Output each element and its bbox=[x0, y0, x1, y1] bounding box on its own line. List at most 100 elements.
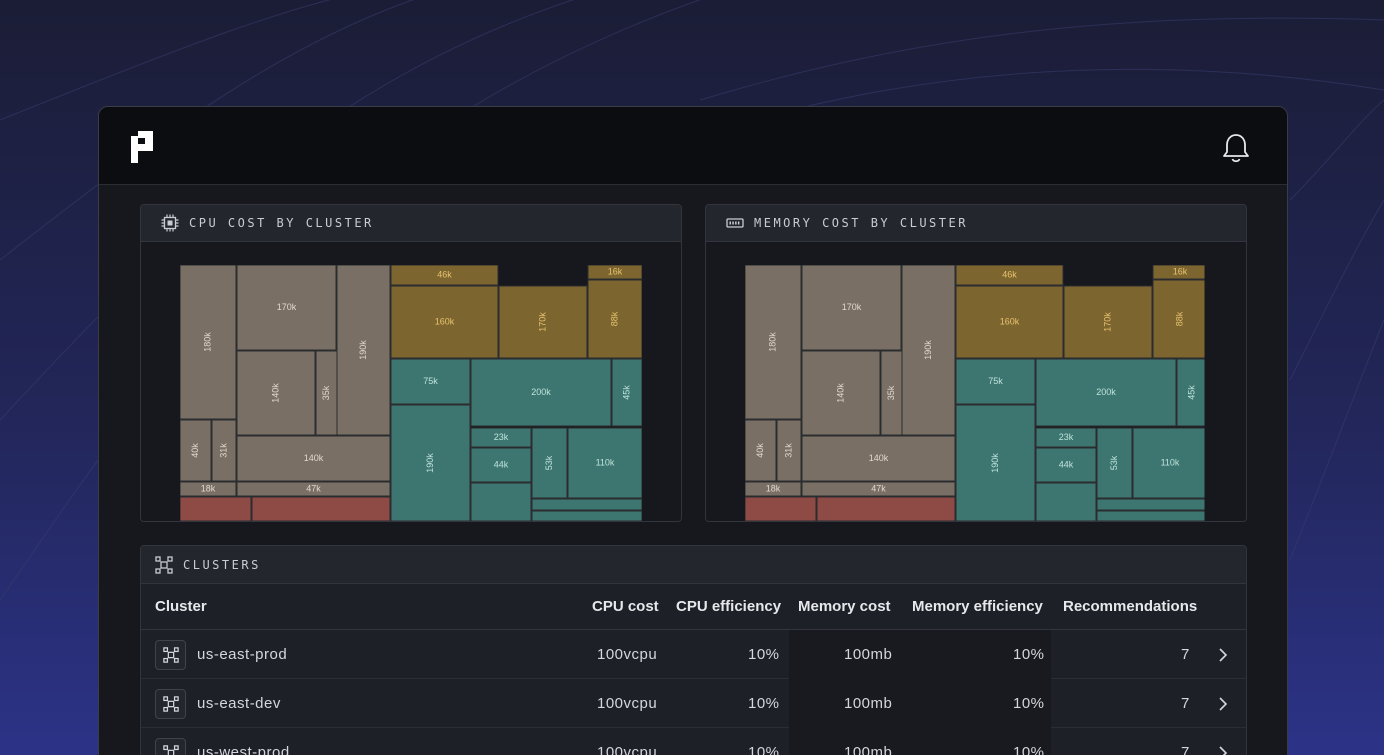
treemap-block[interactable] bbox=[880, 350, 903, 436]
treemap-block[interactable] bbox=[1096, 498, 1207, 511]
treemap-label: 190k bbox=[425, 453, 435, 473]
cluster-name[interactable]: us-west-prod bbox=[197, 744, 290, 755]
treemap-block[interactable] bbox=[955, 265, 1064, 286]
treemap-block[interactable] bbox=[498, 285, 588, 359]
treemap-block[interactable] bbox=[236, 265, 337, 351]
treemap-block[interactable] bbox=[531, 427, 568, 499]
table-row[interactable]: us-west-prod 100vcpu 10% 100mb 10% 7 bbox=[141, 728, 1246, 755]
treemap-block[interactable] bbox=[955, 285, 1064, 359]
column-header-memory-efficiency[interactable]: Memory efficiency bbox=[912, 598, 1043, 615]
treemap-block[interactable] bbox=[1176, 358, 1207, 427]
chevron-right-icon[interactable] bbox=[1217, 745, 1229, 755]
treemap-block[interactable] bbox=[236, 435, 391, 482]
cpu-efficiency-value: 10% bbox=[748, 646, 780, 663]
treemap-block[interactable] bbox=[1035, 358, 1177, 427]
treemap-block[interactable] bbox=[251, 496, 391, 521]
treemap-block[interactable] bbox=[390, 404, 471, 521]
cluster-row-icon bbox=[155, 689, 186, 719]
treemap-block[interactable] bbox=[1152, 265, 1207, 280]
column-header-recommendations[interactable]: Recommendations bbox=[1063, 598, 1198, 615]
treemap-label: 180k bbox=[202, 332, 212, 352]
table-row[interactable]: us-east-dev 100vcpu 10% 100mb 10% 7 bbox=[141, 679, 1246, 728]
treemap-block[interactable] bbox=[180, 419, 212, 482]
treemap-block[interactable] bbox=[180, 496, 252, 521]
treemap-block[interactable] bbox=[211, 419, 237, 482]
recommendations-value: 7 bbox=[1181, 646, 1190, 663]
treemap-block[interactable] bbox=[955, 358, 1036, 405]
treemap-block[interactable] bbox=[1035, 482, 1097, 521]
treemap-label: 53k bbox=[544, 455, 554, 470]
treemap-block[interactable] bbox=[801, 435, 956, 482]
treemap-block[interactable] bbox=[1096, 427, 1133, 499]
treemap-block[interactable] bbox=[1063, 285, 1153, 359]
treemap-block[interactable] bbox=[390, 265, 499, 286]
treemap-block[interactable] bbox=[955, 404, 1036, 521]
treemap-block[interactable] bbox=[1132, 427, 1207, 499]
column-header-cpu-cost[interactable]: CPU cost bbox=[592, 598, 659, 615]
treemap-block[interactable] bbox=[470, 482, 532, 521]
treemap-block[interactable] bbox=[901, 265, 956, 436]
treemap-label: 53k bbox=[1109, 455, 1119, 470]
treemap-block[interactable] bbox=[1035, 447, 1097, 483]
treemap-block[interactable] bbox=[611, 358, 642, 427]
treemap-label: 18k bbox=[766, 483, 781, 493]
treemap-block[interactable] bbox=[745, 419, 777, 482]
treemap-label: 35k bbox=[886, 385, 896, 400]
treemap-block[interactable] bbox=[315, 350, 338, 436]
treemap-block[interactable] bbox=[336, 265, 391, 436]
chevron-right-icon[interactable] bbox=[1217, 647, 1229, 663]
treemap-block[interactable] bbox=[390, 285, 499, 359]
column-header-cluster[interactable]: Cluster bbox=[155, 598, 207, 615]
memory-panel-title: memory cost by cluster bbox=[754, 216, 968, 230]
treemap-block[interactable] bbox=[470, 427, 532, 448]
treemap-block[interactable] bbox=[236, 481, 391, 497]
treemap-label: 160k bbox=[435, 316, 455, 326]
chevron-right-icon[interactable] bbox=[1217, 696, 1229, 712]
treemap-block[interactable] bbox=[1096, 510, 1207, 521]
treemap-block[interactable] bbox=[587, 279, 642, 359]
cluster-row-icon bbox=[155, 640, 186, 670]
memory-efficiency-value: 10% bbox=[1013, 646, 1045, 663]
treemap-block[interactable] bbox=[801, 481, 956, 497]
treemap-block[interactable] bbox=[1152, 279, 1207, 359]
treemap-label: 44k bbox=[494, 459, 509, 469]
cluster-name[interactable]: us-east-dev bbox=[197, 695, 281, 712]
treemap-block[interactable] bbox=[390, 358, 471, 405]
clusters-panel-title: clusters bbox=[183, 557, 261, 572]
treemap-label: 110k bbox=[1161, 457, 1180, 467]
treemap-label: 170k bbox=[537, 312, 547, 332]
treemap-block[interactable] bbox=[776, 419, 802, 482]
cluster-name[interactable]: us-east-prod bbox=[197, 646, 288, 663]
p-logo-icon[interactable] bbox=[129, 129, 155, 165]
treemap-block[interactable] bbox=[180, 481, 237, 497]
cluster-icon bbox=[162, 696, 179, 712]
treemap-block[interactable] bbox=[531, 498, 642, 511]
treemap-block[interactable] bbox=[587, 265, 642, 280]
treemap-block[interactable] bbox=[1035, 427, 1097, 448]
treemap-label: 190k bbox=[990, 453, 1000, 473]
treemap-label: 44k bbox=[1059, 459, 1074, 469]
treemap-block[interactable] bbox=[745, 481, 802, 497]
treemap-block[interactable] bbox=[816, 496, 956, 521]
treemap-block[interactable] bbox=[470, 358, 612, 427]
cluster-icon bbox=[162, 745, 179, 755]
cpu-efficiency-value: 10% bbox=[748, 744, 780, 755]
cpu-cost-value: 100vcpu bbox=[597, 744, 658, 755]
treemap-block[interactable] bbox=[745, 265, 802, 420]
column-header-cpu-efficiency[interactable]: CPU efficiency bbox=[676, 598, 782, 615]
treemap-block[interactable] bbox=[567, 427, 642, 499]
table-row[interactable]: us-east-prod 100vcpu 10% 100mb 10% 7 bbox=[141, 630, 1246, 679]
cpu-panel-title: cpu cost by cluster bbox=[189, 216, 374, 230]
treemap-label: 31k bbox=[218, 443, 228, 458]
memory-column-shade bbox=[789, 630, 1051, 679]
bell-icon[interactable] bbox=[1221, 132, 1251, 164]
treemap-block[interactable] bbox=[801, 350, 881, 436]
treemap-block[interactable] bbox=[801, 265, 902, 351]
treemap-block[interactable] bbox=[531, 510, 642, 521]
treemap-block[interactable] bbox=[745, 496, 817, 521]
treemap-block[interactable] bbox=[236, 350, 316, 436]
treemap-block[interactable] bbox=[180, 265, 237, 420]
column-header-memory-cost[interactable]: Memory cost bbox=[798, 598, 891, 615]
treemap-block[interactable] bbox=[470, 447, 532, 483]
